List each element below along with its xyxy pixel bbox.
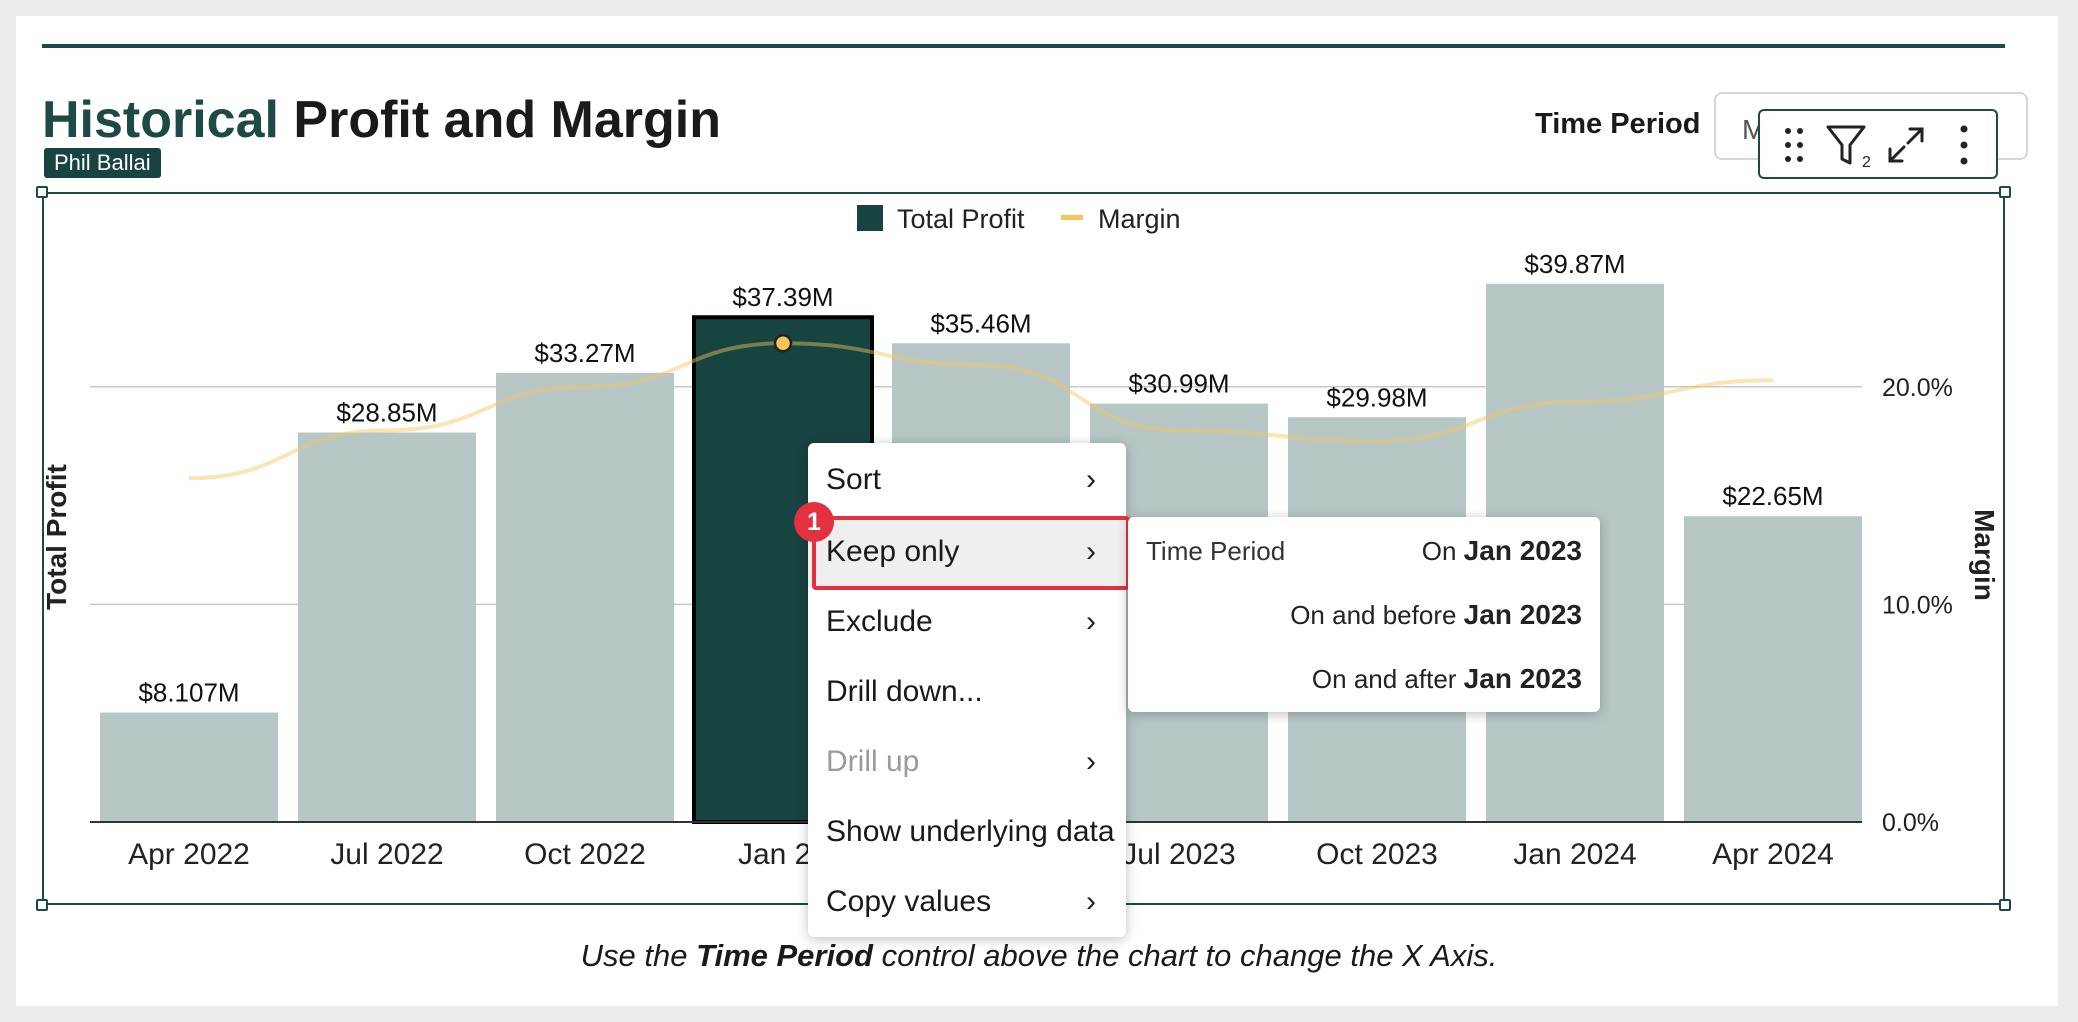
bar-value-label: $30.99M [1128, 369, 1229, 399]
submenu-option-on[interactable]: Time Period On Jan 2023 [1128, 519, 1600, 583]
y2-axis-title: Margin [1969, 509, 2000, 601]
bar [1684, 516, 1862, 822]
time-period-label: Time Period [1535, 108, 1701, 140]
title-rest: Profit and Margin [278, 91, 721, 149]
menu-item-keep-only[interactable]: Keep only › [808, 517, 1126, 587]
title-highlight: Historical [42, 91, 279, 149]
resize-handle[interactable] [1999, 899, 2011, 911]
keep-only-submenu: Time Period On Jan 2023 On and before Ja… [1128, 517, 1600, 712]
x-tick-label: Apr 2022 [128, 838, 250, 871]
bar-value-label: $28.85M [336, 398, 437, 428]
option-value: Jan 2023 [1463, 599, 1582, 630]
menu-item-label: Copy values [826, 885, 992, 918]
option-value: Jan 2023 [1463, 663, 1582, 694]
resize-handle[interactable] [36, 186, 48, 198]
menu-item-drill-down[interactable]: Drill down... [808, 657, 1126, 727]
expand-icon[interactable] [1880, 119, 1932, 171]
filter-count: 2 [1862, 154, 1871, 171]
menu-item-label: Drill down... [826, 675, 983, 708]
context-menu: Sort › Keep only › Exclude › Drill down... … [808, 443, 1126, 937]
filter-icon[interactable]: 2 [1822, 119, 1874, 171]
menu-item-exclude[interactable]: Exclude › [808, 587, 1126, 657]
step-badge: 1 [794, 502, 834, 542]
x-tick-label: Jan 2024 [1513, 838, 1636, 871]
author-badge: Phil Ballai [44, 148, 161, 178]
bar-value-label: $8.107M [138, 678, 239, 708]
bar-value-label: $33.27M [534, 338, 635, 368]
legend-label-margin: Margin [1098, 204, 1181, 234]
option-prefix: On [1421, 536, 1464, 566]
chevron-right-icon: › [1086, 745, 1096, 778]
y-axis-title: Total Profit [41, 464, 72, 610]
menu-item-show-underlying-data[interactable]: Show underlying data [808, 797, 1126, 867]
y2-tick-label: 20.0% [1882, 374, 1953, 402]
menu-item-copy-values[interactable]: Copy values › [808, 867, 1126, 937]
menu-item-label: Drill up [826, 745, 920, 778]
bar-value-label: $37.39M [732, 282, 833, 312]
x-tick-label: Oct 2022 [524, 838, 646, 871]
y2-tick-label: 10.0% [1882, 591, 1953, 619]
bar [298, 432, 476, 822]
legend-swatch-total-profit [857, 205, 883, 231]
bar [100, 712, 278, 822]
chevron-right-icon: › [1086, 463, 1096, 496]
menu-item-label: Exclude [826, 605, 933, 638]
chevron-right-icon: › [1086, 605, 1096, 638]
menu-item-label: Show underlying data [826, 815, 1115, 848]
x-tick-label: Oct 2023 [1316, 838, 1438, 871]
submenu-option-on-and-before[interactable]: On and before Jan 2023 [1128, 583, 1600, 647]
element-toolbar: 2 [1758, 109, 1998, 179]
x-tick-label: Apr 2024 [1712, 838, 1834, 871]
option-prefix: On and after [1311, 664, 1464, 694]
submenu-option-on-and-after[interactable]: On and after Jan 2023 [1128, 647, 1600, 711]
caption-pre: Use the [580, 938, 697, 973]
resize-handle[interactable] [1999, 186, 2011, 198]
menu-item-label: Sort [826, 463, 882, 496]
submenu-label: Time Period [1146, 536, 1286, 566]
caption-bold: Time Period [696, 938, 873, 973]
annotation-highlight-box [812, 516, 1130, 590]
bar [496, 372, 674, 822]
bar-value-label: $35.46M [930, 308, 1031, 338]
caption-post: control above the chart to change the X … [872, 938, 1498, 973]
margin-point-selected [773, 334, 793, 353]
bar-value-label: $22.65M [1722, 481, 1823, 511]
bar-value-label: $29.98M [1326, 382, 1427, 412]
legend-swatch-margin [1061, 215, 1083, 220]
bar-value-label: $39.87M [1524, 249, 1625, 279]
option-value: Jan 2023 [1463, 535, 1582, 566]
menu-item-sort[interactable]: Sort › [808, 445, 1126, 515]
legend-label-total-profit: Total Profit [897, 204, 1025, 234]
resize-handle[interactable] [36, 899, 48, 911]
menu-item-label: Keep only [826, 535, 960, 568]
y2-tick-label: 0.0% [1882, 809, 1939, 837]
option-prefix: On and before [1290, 600, 1464, 630]
chevron-right-icon: › [1086, 535, 1096, 568]
chart-caption: Use the Time Period control above the ch… [0, 938, 2078, 974]
page-title: Historical Profit and Margin [42, 90, 721, 150]
top-divider [42, 44, 2005, 48]
margin-line [188, 341, 1774, 481]
x-tick-label: Jul 2022 [330, 838, 443, 871]
menu-item-drill-up: Drill up › [808, 727, 1126, 797]
chevron-right-icon: › [1086, 885, 1096, 918]
drag-handle-icon[interactable] [1768, 119, 1820, 171]
x-tick-label: Jul 2023 [1122, 838, 1235, 871]
more-vertical-icon[interactable] [1938, 119, 1990, 171]
